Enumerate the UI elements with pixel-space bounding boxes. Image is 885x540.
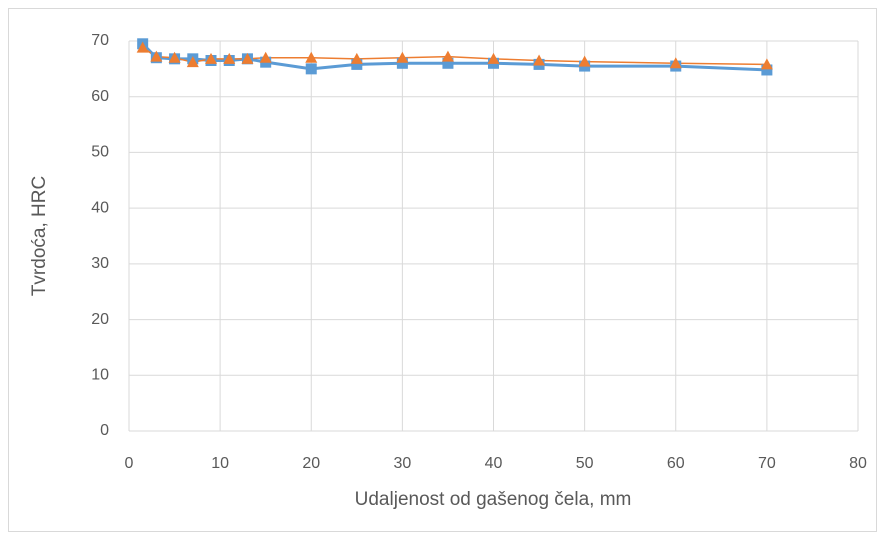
marker [223,52,236,64]
marker [396,51,409,63]
marker [578,55,591,67]
marker [761,64,773,76]
marker [760,58,773,70]
x-tick-label: 20 [302,455,320,472]
y-tick-label: 30 [91,255,109,272]
marker [150,50,163,62]
x-tick-label: 30 [393,455,411,472]
y-tick-label: 70 [91,32,109,49]
marker [259,51,272,63]
marker [351,58,363,70]
y-axis-title: Tvrdoća, HRC [29,176,50,296]
marker [350,52,363,64]
x-tick-label: 50 [576,455,594,472]
marker [168,51,181,63]
x-axis-title: Udaljenost od gašenog čela, mm [355,489,632,510]
marker [533,54,546,66]
x-tick-label: 70 [758,455,776,472]
chart-frame [8,8,877,532]
y-tick-label: 20 [91,311,109,328]
x-tick-label: 40 [485,455,503,472]
marker [442,57,454,69]
marker [186,56,199,68]
x-tick-label: 80 [849,455,867,472]
marker [305,51,318,63]
y-tick-label: 10 [91,367,109,384]
y-tick-label: 60 [91,88,109,105]
marker [441,50,454,62]
marker [241,52,254,64]
x-tick-label: 0 [125,455,134,472]
x-tick-label: 10 [211,455,229,472]
marker [136,41,149,53]
marker [205,52,218,64]
y-tick-label: 50 [91,144,109,161]
marker [669,57,682,69]
x-tick-label: 60 [667,455,685,472]
marker [305,63,317,75]
y-tick-label: 0 [100,422,109,439]
marker [487,52,500,64]
marker [396,57,408,69]
y-tick-label: 40 [91,199,109,216]
